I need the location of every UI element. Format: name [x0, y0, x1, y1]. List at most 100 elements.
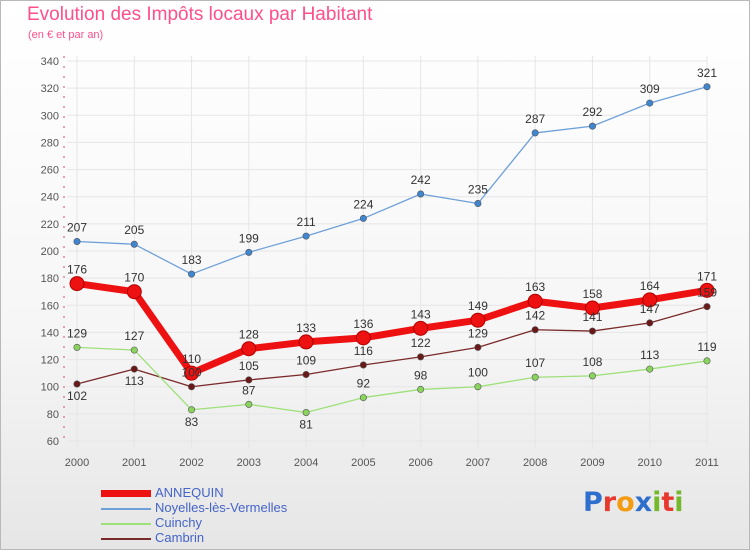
data-label: 113 [640, 348, 659, 362]
data-label: 158 [582, 287, 602, 301]
data-label: 171 [697, 269, 717, 283]
data-label: 136 [353, 317, 373, 331]
data-point [588, 372, 596, 380]
data-label: 110 [182, 352, 201, 366]
data-label: 292 [582, 105, 602, 119]
data-label: 128 [239, 328, 259, 342]
data-point [359, 361, 367, 369]
data-label: 242 [411, 173, 431, 187]
data-label: 163 [525, 280, 545, 294]
data-point [646, 319, 654, 327]
data-label: 133 [296, 321, 316, 335]
x-tick-label: 2001 [122, 457, 146, 469]
data-point [188, 270, 196, 278]
data-point [417, 190, 425, 198]
data-point [703, 303, 711, 311]
data-label: 147 [640, 302, 660, 316]
data-point [413, 320, 429, 336]
data-point [474, 383, 482, 391]
label-layer: 176 170 110 128 133 136 143 149 163 158 164 171 207 2… [67, 66, 717, 432]
y-tick-label: 140 [41, 327, 59, 339]
data-point [470, 312, 486, 328]
x-tick-label: 2002 [179, 457, 203, 469]
y-tick-label: 180 [41, 273, 59, 285]
legend-swatch-annequin [101, 490, 151, 497]
data-label: 211 [297, 215, 316, 229]
series-line-annequin [73, 280, 711, 377]
data-label: 107 [525, 356, 545, 370]
x-tick-label: 2011 [695, 457, 719, 469]
data-point [184, 365, 200, 381]
data-point [302, 232, 310, 240]
series-line-cuinchy [76, 346, 708, 414]
data-point [703, 83, 711, 91]
data-label: 119 [697, 340, 716, 354]
y-tick-label: 280 [41, 137, 59, 149]
data-label: 224 [353, 197, 373, 211]
data-label: 129 [67, 326, 87, 340]
data-point [245, 400, 253, 408]
data-label: 287 [525, 112, 545, 126]
x-tick-label: 2005 [351, 457, 375, 469]
data-point [646, 365, 654, 373]
data-label: 100 [182, 366, 202, 380]
data-point [359, 394, 367, 402]
data-label: 321 [697, 66, 717, 80]
data-label: 81 [299, 418, 313, 432]
series-layer [69, 83, 715, 416]
data-label: 122 [411, 336, 431, 350]
y-tick-label: 260 [41, 165, 59, 177]
data-label: 127 [124, 329, 144, 343]
data-point [188, 383, 196, 391]
axis-layer: 60 80 100 120 140 160 180 200 220 240 260 280 300 320… [41, 56, 719, 469]
legend-label-noyelles: Noyelles-lès-Vermelles [155, 500, 288, 515]
x-tick-label: 2009 [580, 457, 604, 469]
data-point [531, 326, 539, 334]
data-point [126, 284, 142, 300]
data-label: 98 [414, 368, 428, 382]
series-line-noyelles-l-s-vermelles [76, 86, 708, 275]
data-label: 159 [697, 286, 717, 300]
proxiti-logo: Proxiti [583, 487, 684, 518]
data-label: 205 [124, 223, 144, 237]
data-point [188, 406, 196, 414]
data-point [417, 385, 425, 393]
data-point [531, 129, 539, 137]
data-point [703, 357, 711, 365]
y-tick-label: 340 [41, 56, 59, 68]
data-point [355, 330, 371, 346]
x-tick-label: 2008 [523, 457, 547, 469]
data-point [245, 248, 253, 256]
data-point [417, 353, 425, 361]
legend-label-annequin: ANNEQUIN [155, 485, 224, 500]
data-point [73, 343, 81, 351]
data-label: 100 [468, 366, 488, 380]
data-point [646, 99, 654, 107]
x-tick-label: 2007 [466, 457, 490, 469]
data-point [359, 214, 367, 222]
data-label: 164 [640, 279, 660, 293]
data-point [73, 238, 81, 246]
data-point [588, 122, 596, 130]
y-tick-label: 200 [41, 246, 59, 258]
data-point [588, 327, 596, 335]
data-point [527, 293, 543, 309]
data-label: 149 [468, 299, 488, 313]
y-tick-label: 100 [41, 382, 59, 394]
data-label: 309 [640, 82, 660, 96]
y-tick-label: 60 [47, 436, 59, 448]
y-tick-label: 300 [41, 110, 59, 122]
data-label: 183 [182, 253, 202, 267]
data-label: 83 [185, 415, 199, 429]
data-label: 235 [468, 183, 488, 197]
data-point [474, 343, 482, 351]
y-tick-label: 120 [41, 355, 59, 367]
data-point [531, 373, 539, 381]
data-point [302, 408, 310, 416]
y-tick-label: 240 [41, 192, 59, 204]
y-tick-label: 220 [41, 219, 59, 231]
legend-swatch-cambrin [101, 538, 151, 540]
data-point [642, 292, 658, 308]
data-point [302, 370, 310, 378]
chart-subtitle: (en € et par an) [28, 29, 104, 41]
